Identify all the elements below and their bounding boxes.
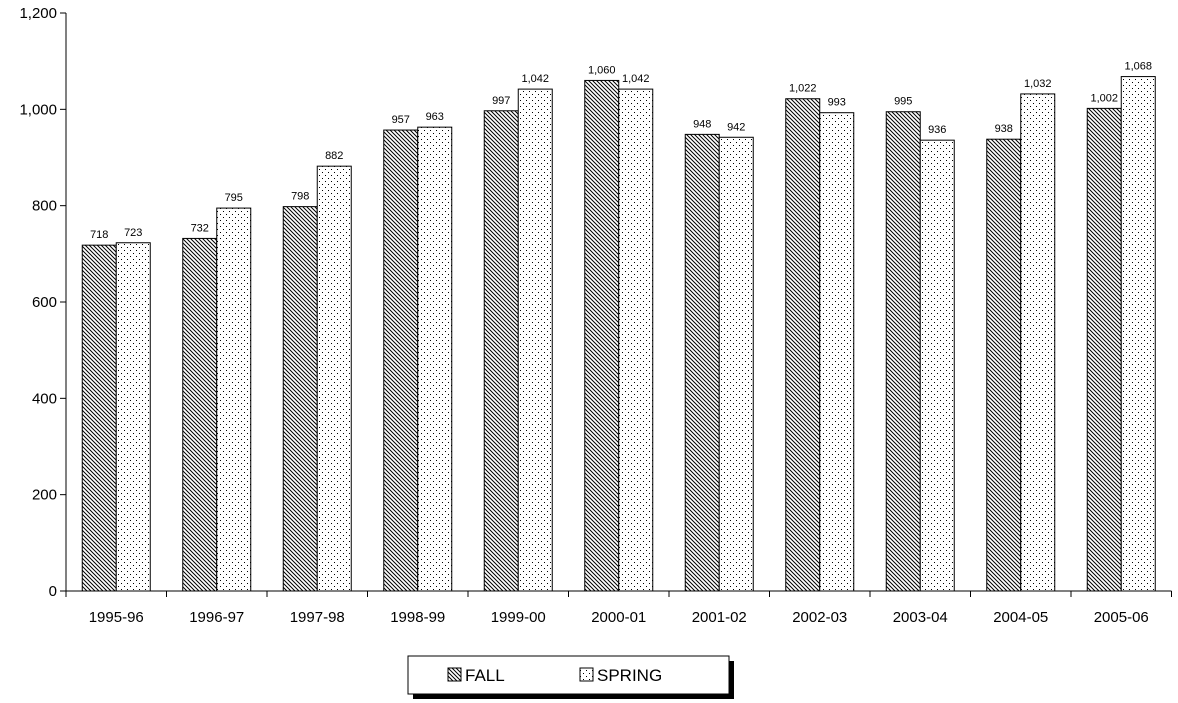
data-label: 732 xyxy=(191,222,209,234)
bar-spring xyxy=(618,88,654,592)
bar-spring xyxy=(1120,76,1156,592)
y-tick-label: 0 xyxy=(49,583,57,600)
legend: FALL SPRING xyxy=(407,655,734,699)
x-tick-label: 1999-00 xyxy=(491,609,546,626)
bar-spring xyxy=(216,207,252,592)
bar-fall xyxy=(986,138,1022,592)
data-label: 882 xyxy=(325,150,343,162)
y-tick-label: 400 xyxy=(32,390,57,407)
y-tick-label: 1,000 xyxy=(19,101,57,118)
bar-fall xyxy=(182,237,218,592)
x-tick-label: 1998-99 xyxy=(390,609,445,626)
y-tick-label: 600 xyxy=(32,294,57,311)
bar-spring xyxy=(115,242,151,592)
bar-fall xyxy=(684,133,720,592)
x-tick-label: 2004-05 xyxy=(993,609,1048,626)
data-label: 723 xyxy=(124,227,142,239)
data-label: 1,032 xyxy=(1024,78,1052,90)
bar-fall xyxy=(282,206,318,592)
legend-label-spring: SPRING xyxy=(597,666,662,685)
bars-group: 718 732 798 957 997 1,060 948 1,022 995 938 1,002 7… xyxy=(81,61,1156,592)
bar-fall xyxy=(81,244,117,592)
bar-fall xyxy=(785,98,821,592)
legend-swatch-fall xyxy=(447,667,462,682)
x-axis: 1995-96 1996-97 1997-98 1998-99 1999-00 2000-… xyxy=(65,590,1172,626)
data-label: 938 xyxy=(995,123,1013,135)
data-label: 1,042 xyxy=(521,73,549,85)
bar-fall xyxy=(885,111,921,592)
bar-spring xyxy=(819,112,855,592)
bar-spring xyxy=(1020,93,1056,592)
data-label: 1,002 xyxy=(1090,92,1118,104)
x-tick-label: 2000-01 xyxy=(591,609,646,626)
bar-fall xyxy=(383,129,419,592)
y-axis: 0 200 400 600 800 1,000 1,200 xyxy=(19,5,67,600)
data-label: 948 xyxy=(693,118,711,130)
x-tick-label: 2001-02 xyxy=(692,609,747,626)
bar-spring xyxy=(417,126,453,592)
legend-swatch-spring xyxy=(579,667,594,682)
y-tick-label: 800 xyxy=(32,198,57,215)
data-label: 936 xyxy=(928,124,946,136)
legend-label-fall: FALL xyxy=(465,666,505,685)
bar-fall xyxy=(584,79,620,592)
x-tick-label: 1996-97 xyxy=(189,609,244,626)
data-label: 1,022 xyxy=(789,83,817,95)
data-label: 795 xyxy=(225,192,243,204)
data-label: 1,068 xyxy=(1124,61,1152,73)
x-tick-label: 2003-04 xyxy=(893,609,948,626)
y-tick-label: 1,200 xyxy=(19,5,57,22)
data-label: 942 xyxy=(727,121,745,133)
data-label: 957 xyxy=(392,114,410,126)
bar-spring xyxy=(718,136,754,592)
x-tick-label: 1995-96 xyxy=(89,609,144,626)
bar-fall xyxy=(483,110,519,592)
data-label: 798 xyxy=(291,191,309,203)
data-label: 718 xyxy=(90,229,108,241)
data-label: 1,060 xyxy=(588,64,616,76)
x-tick-label: 2005-06 xyxy=(1094,609,1149,626)
x-tick-label: 1997-98 xyxy=(290,609,345,626)
bar-spring xyxy=(919,139,955,592)
data-label: 963 xyxy=(426,111,444,123)
bar-spring xyxy=(517,88,553,592)
bar-spring xyxy=(316,165,352,592)
data-label: 1,042 xyxy=(622,73,650,85)
data-label: 993 xyxy=(828,97,846,109)
y-tick-label: 200 xyxy=(32,487,57,504)
data-label: 997 xyxy=(492,95,510,107)
bar-fall xyxy=(1086,107,1122,592)
data-label: 995 xyxy=(894,96,912,108)
x-tick-label: 2002-03 xyxy=(792,609,847,626)
